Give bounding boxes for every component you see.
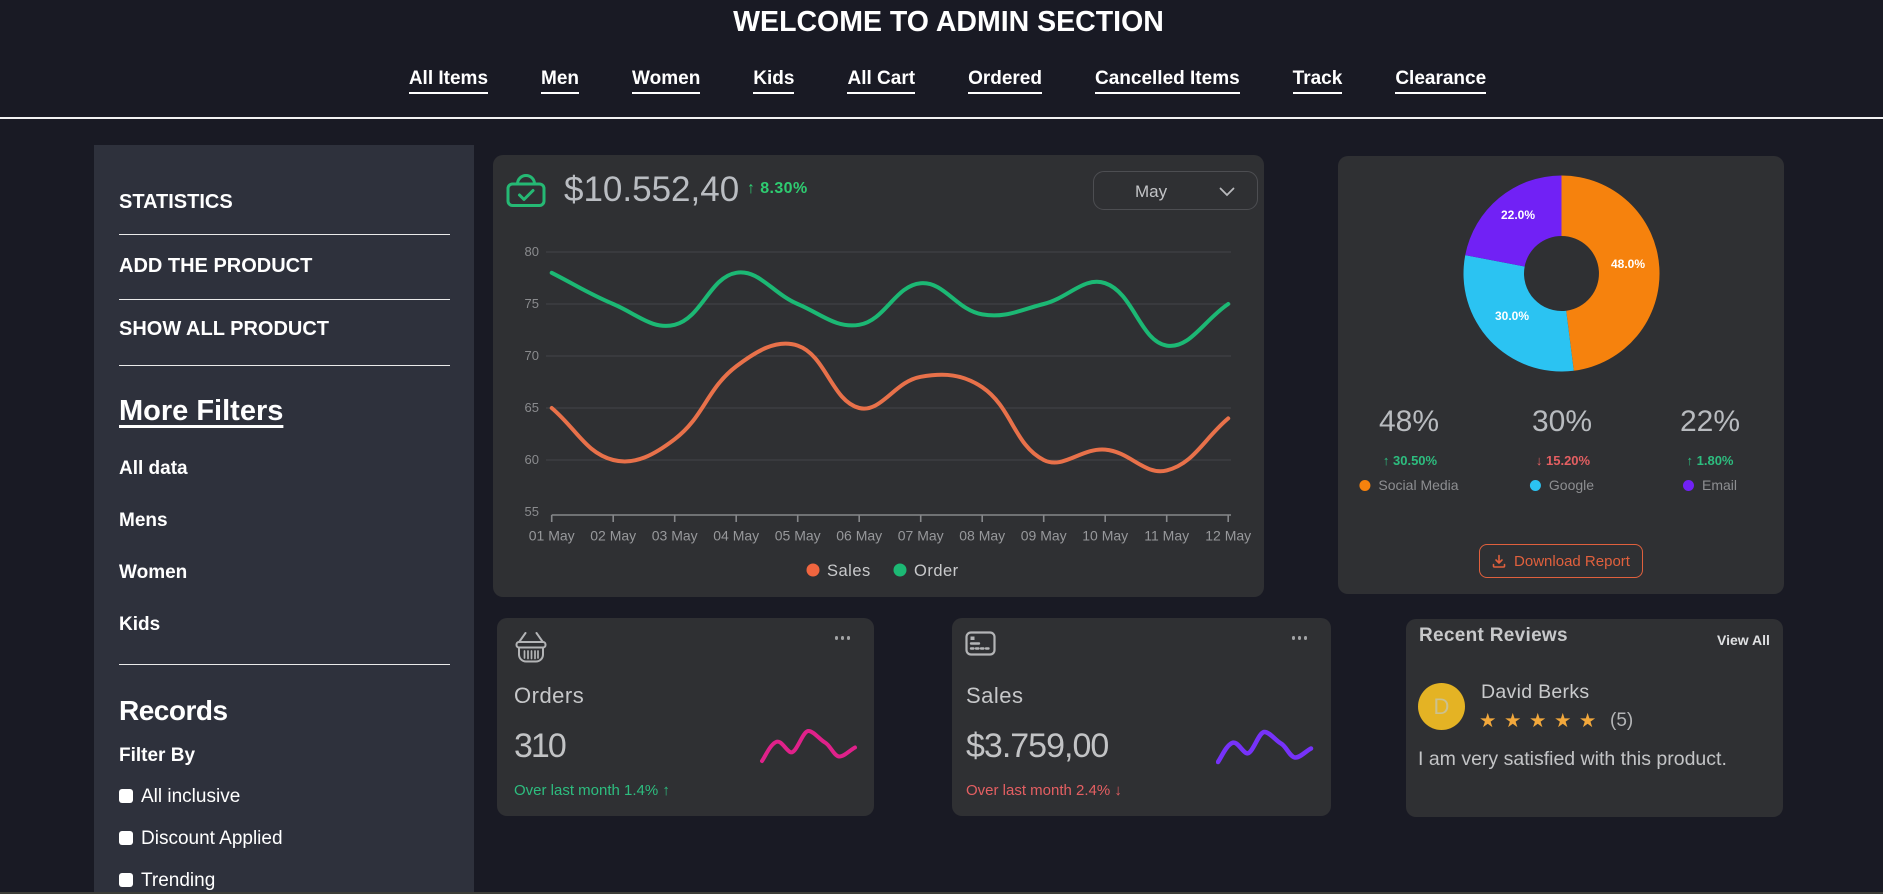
- svg-text:11 May: 11 May: [1144, 528, 1189, 544]
- svg-text:Order: Order: [914, 562, 959, 580]
- svg-text:70: 70: [525, 348, 539, 363]
- svg-text:55: 55: [525, 504, 539, 519]
- svg-text:75: 75: [525, 296, 539, 311]
- svg-text:22.0%: 22.0%: [1501, 208, 1535, 222]
- svg-text:65: 65: [525, 400, 539, 415]
- svg-text:03 May: 03 May: [652, 528, 698, 544]
- svg-text:01 May: 01 May: [529, 528, 575, 544]
- svg-text:05 May: 05 May: [775, 528, 821, 544]
- svg-text:02 May: 02 May: [590, 528, 636, 544]
- svg-text:07 May: 07 May: [898, 528, 944, 544]
- svg-text:80: 80: [525, 244, 539, 259]
- svg-text:04 May: 04 May: [713, 528, 759, 544]
- svg-text:12 May: 12 May: [1205, 528, 1251, 544]
- svg-text:Sales: Sales: [827, 562, 871, 580]
- svg-text:09 May: 09 May: [1021, 528, 1067, 544]
- svg-text:10 May: 10 May: [1082, 528, 1128, 544]
- svg-text:30.0%: 30.0%: [1495, 309, 1529, 323]
- svg-text:48.0%: 48.0%: [1611, 257, 1645, 271]
- svg-text:08 May: 08 May: [959, 528, 1005, 544]
- svg-text:60: 60: [525, 452, 539, 467]
- svg-text:06 May: 06 May: [836, 528, 882, 544]
